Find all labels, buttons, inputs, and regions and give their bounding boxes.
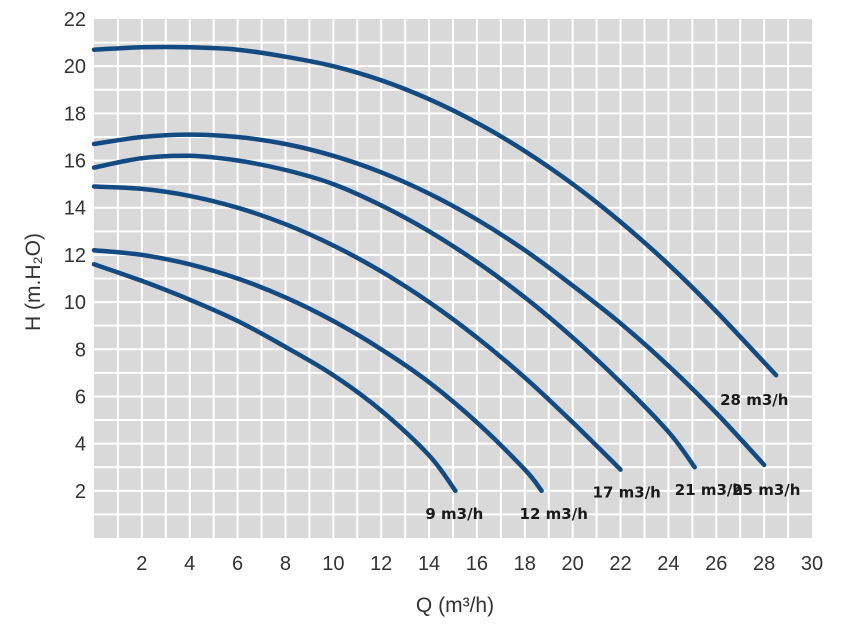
curve-17-m3-h [91, 184, 623, 472]
x-tick-label: 22 [609, 553, 631, 575]
y-axis-ticks: 2 4 6 8 10 12 14 16 18 20 22 [64, 9, 86, 503]
x-tick-label: 10 [322, 553, 344, 575]
x-tick-label: 4 [184, 553, 195, 575]
y-tick-label: 22 [64, 9, 86, 31]
series-curves [91, 44, 779, 494]
x-tick-label: 30 [801, 553, 823, 575]
x-tick-label: 14 [418, 553, 440, 575]
x-tick-label: 26 [705, 553, 727, 575]
x-tick-label: 2 [136, 553, 147, 575]
y-tick-label: 4 [75, 434, 86, 456]
x-axis-title: Q (m³/h) [416, 594, 494, 617]
series-labels: 9 m3/h 12 m3/h 17 m3/h 21 m3/h25 m3/h 28 m3/… [425, 391, 800, 523]
grid-lines [94, 19, 812, 538]
y-tick-label: 16 [64, 151, 86, 173]
curve-25-m3-h [91, 132, 767, 468]
x-axis-ticks: 2 4 6 8 10 12 14 16 18 20 22 24 26 28 30 [136, 553, 823, 575]
series-label-12-m3-h: 12 m3/h [520, 505, 588, 523]
y-tick-label: 2 [75, 481, 86, 503]
y-tick-label: 6 [75, 386, 86, 408]
curve-9-m3-h [91, 262, 458, 494]
x-tick-label: 12 [370, 553, 392, 575]
x-tick-label: 6 [232, 553, 243, 575]
x-tick-label: 28 [753, 553, 775, 575]
x-tick-label: 18 [514, 553, 536, 575]
y-tick-label: 10 [64, 292, 86, 314]
series-label-17-m3-h: 17 m3/h [593, 484, 661, 502]
y-tick-label: 20 [64, 56, 86, 78]
x-tick-label: 8 [280, 553, 291, 575]
curve-12-m3-h [91, 247, 544, 494]
series-label-28-m3-h: 28 m3/h [720, 391, 788, 409]
y-tick-label: 12 [64, 245, 86, 267]
y-tick-label: 8 [75, 339, 86, 361]
series-label-9-m3-h: 9 m3/h [425, 505, 483, 523]
x-tick-label: 16 [466, 553, 488, 575]
curve-21-m3-h [91, 153, 697, 470]
x-tick-label: 24 [657, 553, 679, 575]
y-tick-label: 14 [64, 198, 86, 220]
y-axis-title: H (m.H₂O) [22, 233, 45, 331]
x-tick-label: 20 [562, 553, 584, 575]
series-label-25-m3-h: 25 m3/h [732, 481, 800, 499]
curve-28-m3-h [91, 44, 779, 378]
y-tick-label: 18 [64, 103, 86, 125]
series-label-21-m3-h: 21 m3/h [675, 481, 743, 499]
